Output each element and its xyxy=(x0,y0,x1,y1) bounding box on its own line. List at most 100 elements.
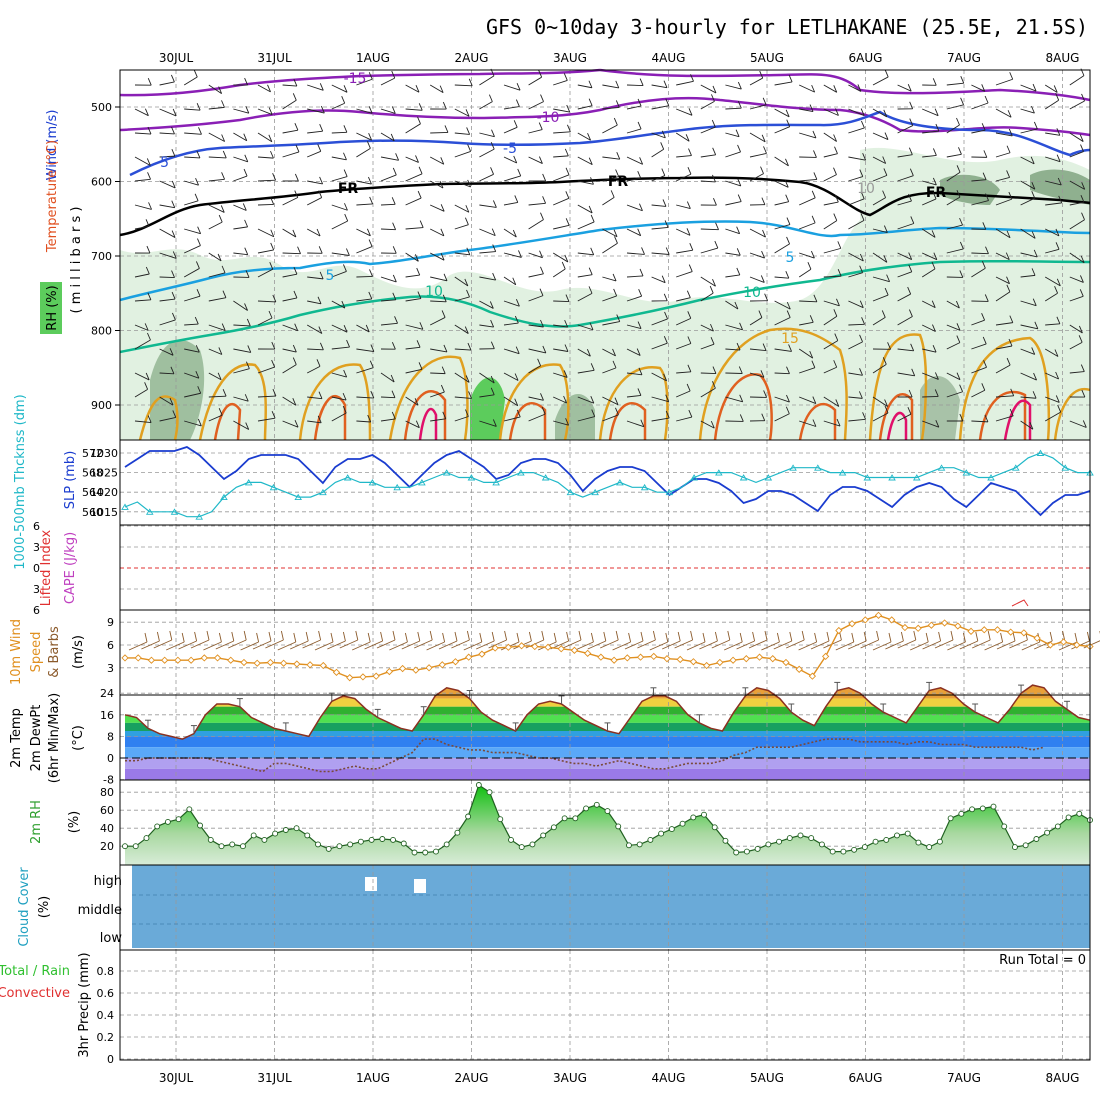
wind-barb xyxy=(872,108,888,118)
surface-wind-barb-flag xyxy=(615,630,619,641)
wind-barb-flag xyxy=(466,127,471,135)
ytick-label: 80 xyxy=(100,786,114,799)
wind-barb xyxy=(1020,396,1037,399)
wind-barb-flag xyxy=(268,107,273,115)
surface-wind-barb-flag xyxy=(801,630,805,641)
temp-unit-label: (°C) xyxy=(71,725,86,751)
wind-barb xyxy=(725,180,741,187)
wind-barb-flag xyxy=(1079,289,1084,297)
wind-barb-flag xyxy=(785,406,790,414)
thickness-marker xyxy=(739,474,748,481)
wind-barb xyxy=(872,294,889,302)
surface-wind-barb xyxy=(624,640,644,650)
wind-barb-flag xyxy=(342,392,347,401)
surface-wind-barb-flag xyxy=(950,630,954,641)
wind-barb-flag xyxy=(908,264,913,272)
wind-barb-flag xyxy=(883,168,888,176)
wind-barb xyxy=(676,297,691,302)
rh-marker xyxy=(894,832,900,839)
rh-legend-swatch xyxy=(40,282,62,334)
wind-barb-flag xyxy=(319,123,324,132)
wind-barb-flag xyxy=(171,270,175,278)
wind-barb-flag xyxy=(147,292,152,301)
surface-wind-barb-flag xyxy=(677,631,681,642)
surface-wind-barb-flag xyxy=(752,631,756,642)
surface-wind-barb-flag xyxy=(156,631,160,642)
contour-label: FR xyxy=(338,181,359,197)
surface-wind-barb-flag xyxy=(367,632,371,643)
wind-barb xyxy=(430,276,448,282)
wind-barb-flag xyxy=(613,117,618,126)
wind-barb-flag xyxy=(516,83,521,91)
wind-barb xyxy=(307,276,324,280)
ytick-label: 0 xyxy=(107,1053,114,1066)
wind-barb xyxy=(430,418,446,422)
wind-barb xyxy=(380,299,396,302)
wind-barb xyxy=(946,248,964,254)
wind-barb-flag xyxy=(785,158,789,166)
ytick-label: 9 xyxy=(107,616,114,629)
wind-speed-marker xyxy=(703,661,711,670)
wind-barb-flag xyxy=(242,203,247,211)
surface-wind-barb xyxy=(637,639,656,649)
wind-barb-flag xyxy=(615,169,620,177)
wind-barb xyxy=(405,227,424,230)
rh-marker xyxy=(915,839,922,846)
wind-barb xyxy=(946,124,960,134)
wind-barb xyxy=(897,154,913,158)
wind-barb xyxy=(159,155,175,158)
wind-barb xyxy=(233,348,251,353)
thickness-marker xyxy=(294,493,302,501)
rh-series xyxy=(122,782,1093,865)
wind-barb-flag xyxy=(467,179,472,188)
wind-barb-flag xyxy=(663,80,668,88)
wind-barb xyxy=(971,84,985,92)
wind-barb-flag xyxy=(343,325,348,333)
cloud-gap xyxy=(414,879,426,893)
wind-barb xyxy=(995,291,1011,302)
surface-wind-barb-flag xyxy=(814,632,818,643)
surface-wind-barb-flag xyxy=(1074,632,1078,643)
wind-barb-flag xyxy=(836,418,841,427)
rh-region-dark xyxy=(150,340,205,440)
rh-marker xyxy=(904,830,911,837)
temp-label-a: 2m Temp xyxy=(9,708,24,768)
wind-barb xyxy=(430,372,446,375)
wind-barb xyxy=(1020,108,1035,114)
wind-barb-flag xyxy=(739,322,743,331)
wind-barb-flag xyxy=(884,399,889,407)
wind-barb xyxy=(749,77,763,86)
wind-barb xyxy=(626,177,641,182)
contour-minus10 xyxy=(119,96,1091,137)
wind-barb xyxy=(602,276,617,282)
wind-barb-flag xyxy=(883,255,888,263)
wind-barb-flag xyxy=(147,172,151,180)
wind-barb-flag xyxy=(935,420,940,428)
wind-barb xyxy=(454,348,471,351)
surface-wind-barb-flag xyxy=(826,631,830,642)
wind-barb xyxy=(725,348,741,351)
wind-barb-flag xyxy=(834,146,838,154)
wind-barb-flag xyxy=(665,410,670,419)
wind-barb xyxy=(651,252,670,255)
thickness-marker xyxy=(987,474,995,481)
surface-wind-barb xyxy=(376,639,396,649)
wind-barb xyxy=(676,271,693,278)
wind-barb-flag xyxy=(368,176,372,185)
wind-barb-flag xyxy=(195,261,200,269)
wind-barb-flag xyxy=(1008,191,1013,200)
wind-barb-flag xyxy=(561,261,566,270)
wind-barb xyxy=(306,324,323,334)
wind-barb xyxy=(725,201,742,206)
rh-marker xyxy=(936,838,943,845)
wind-barb-flag xyxy=(712,174,716,183)
thickness-marker xyxy=(690,474,698,481)
wind-barb-flag xyxy=(341,300,346,309)
wind-barb-flag xyxy=(1008,338,1013,347)
surface-wind-barb-flag xyxy=(318,630,322,641)
slp-grid xyxy=(120,440,1090,525)
wind-barb xyxy=(257,317,273,326)
temp-band xyxy=(125,758,1090,769)
wind-barb xyxy=(307,180,323,185)
contour-label: 15 xyxy=(781,331,799,347)
